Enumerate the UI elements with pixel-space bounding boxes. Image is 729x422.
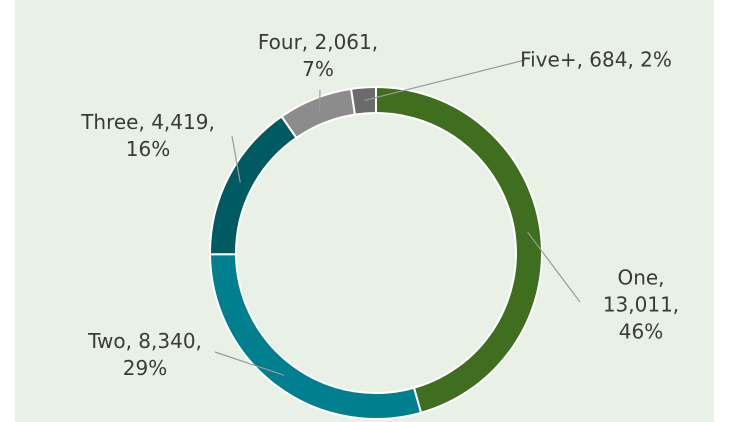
data-label: Five+, 684, 2%	[520, 47, 672, 72]
donut-slice	[349, 85, 377, 116]
data-label: One, 13,011, 46%	[602, 265, 680, 344]
data-label: Three, 4,419, 16%	[81, 110, 215, 161]
leader-line	[527, 231, 581, 303]
leader-line	[214, 351, 285, 376]
leader-line	[231, 135, 241, 183]
data-label: Two, 8,340, 29%	[88, 329, 202, 380]
data-label: Four, 2,061, 7%	[257, 30, 379, 81]
background	[15, 0, 714, 422]
leader-line	[364, 59, 526, 102]
